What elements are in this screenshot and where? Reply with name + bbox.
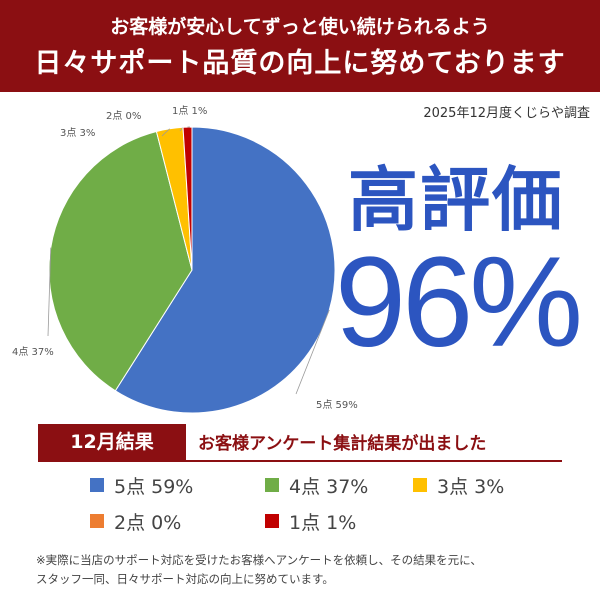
legend-label: 2点 0% [114, 511, 182, 534]
pie-data-label: 1点 1% [172, 105, 207, 117]
footnote: ※実際に当店のサポート対応を受けたお客様へアンケートを依頼し、その結果を元に、 … [36, 551, 576, 589]
legend-swatch [90, 514, 104, 528]
footnote-line: スタッフ一同、日々サポート対応の向上に努めています。 [36, 572, 334, 586]
legend-label: 5点 59% [114, 475, 194, 498]
big-percent: 96% [334, 231, 583, 374]
result-badge: 12月結果 [38, 424, 186, 460]
legend-item: 3点 3% [413, 473, 505, 498]
result-title: お客様アンケート集計結果が出ました [198, 434, 487, 454]
legend-swatch [90, 478, 104, 492]
legend-label: 1点 1% [289, 511, 357, 534]
pie-leader-line [179, 127, 184, 132]
pie-chart: 5点 59% 4点 37% 3点 3% 2点 0% 1点 1% [12, 105, 358, 414]
pie-data-label: 5点 59% [316, 399, 358, 411]
banner-headline: 日々サポート品質の向上に努めております [34, 48, 566, 79]
footnote-line: ※実際に当店のサポート対応を受けたお客様へアンケートを依頼し、その結果を元に、 [36, 553, 482, 567]
pie-slice-5点 [114, 126, 336, 414]
pie-data-label: 2点 0% [106, 110, 141, 122]
pie-data-label: 4点 37% [12, 346, 54, 358]
legend-item: 4点 37% [265, 473, 369, 498]
survey-source: 2025年12月度くじらや調査 [423, 106, 590, 121]
pie-leader-line [295, 309, 330, 395]
legend-item: 5点 59% [90, 473, 194, 498]
legend-label: 3点 3% [437, 475, 505, 498]
legend-swatch [265, 478, 279, 492]
pie-data-label: 3点 3% [60, 127, 95, 139]
banner-tagline: お客様が安心してずっと使い続けられるよう [110, 16, 490, 38]
pie-leader-line [161, 128, 170, 137]
legend-item: 1点 1% [265, 509, 357, 534]
header-banner: お客様が安心してずっと使い続けられるよう 日々サポート品質の向上に努めております [0, 0, 600, 92]
legend-swatch [265, 514, 279, 528]
pie-leader-line [47, 247, 52, 337]
legend-item: 2点 0% [90, 509, 182, 534]
legend-swatch [413, 478, 427, 492]
legend-label: 4点 37% [289, 475, 369, 498]
headline-high-rating: 高評価 [348, 159, 564, 241]
result-divider [38, 460, 562, 462]
